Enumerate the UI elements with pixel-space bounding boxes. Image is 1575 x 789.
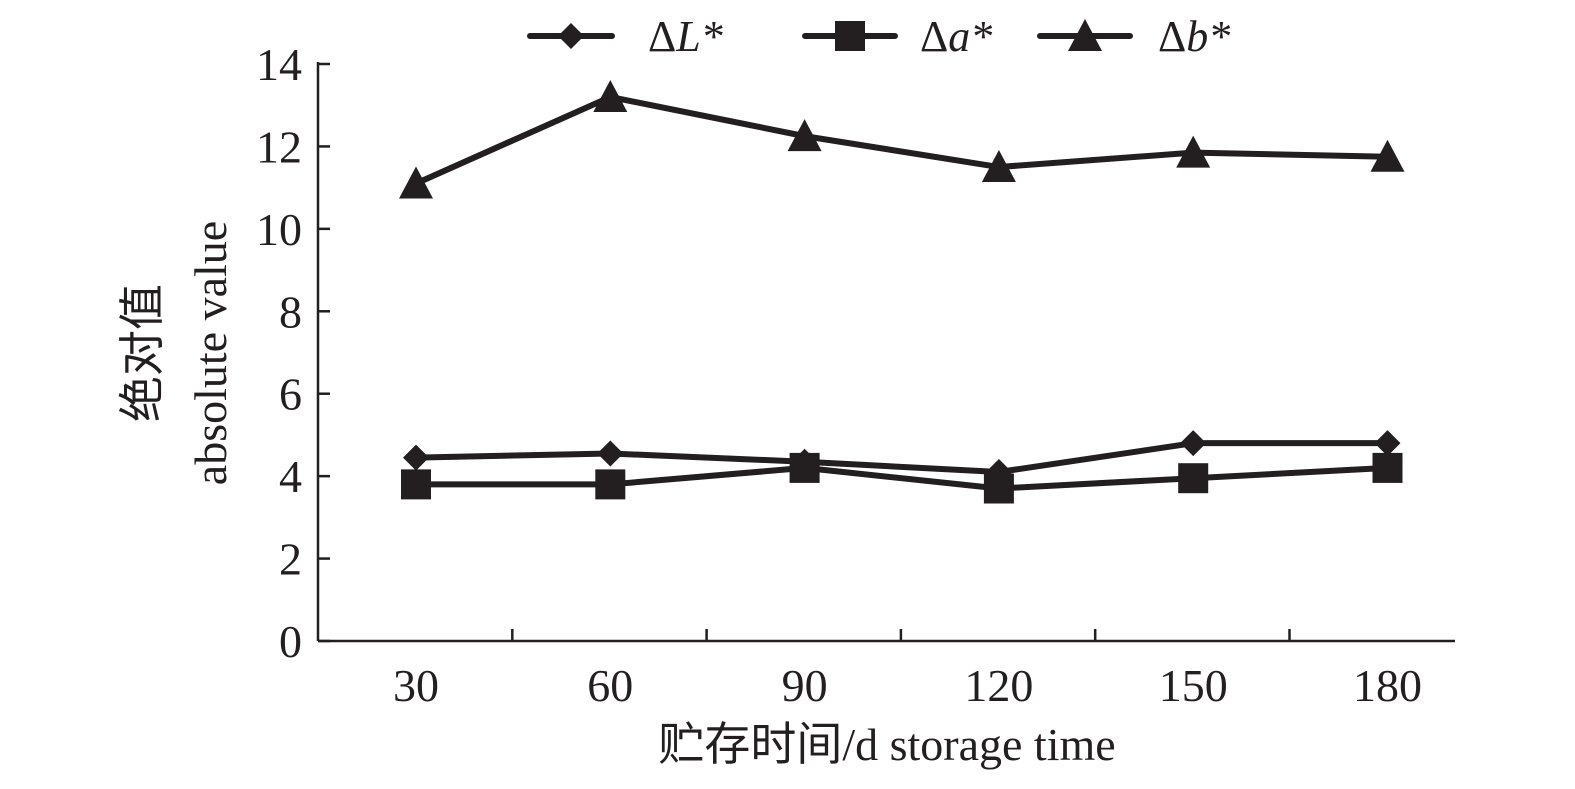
data-point-delta-l-star bbox=[1374, 430, 1401, 457]
legend-label-delta: Δ bbox=[1158, 12, 1186, 61]
series-delta-b-star bbox=[399, 79, 1405, 199]
x-tick-label: 180 bbox=[1353, 660, 1422, 711]
y-axis-title-en: absolute value bbox=[185, 221, 236, 485]
legend-marker bbox=[1068, 19, 1102, 51]
data-point-delta-l-star bbox=[403, 444, 429, 471]
tick-marks: 0 2 4 6 8 10 12 14 30 60 90 120 150 180 bbox=[256, 39, 1422, 711]
x-tick-label: 90 bbox=[782, 660, 828, 711]
y-tick-label: 12 bbox=[256, 121, 302, 172]
series-line-delta-a-star bbox=[413, 464, 1391, 492]
series-line-delta-b-star bbox=[413, 93, 1391, 187]
x-axis-title: 贮存时间/d storage time bbox=[658, 719, 1115, 770]
y-tick-label: 14 bbox=[256, 39, 302, 90]
data-point-delta-b-star bbox=[787, 119, 822, 152]
legend-item-delta-a-star: Δa* bbox=[802, 12, 992, 61]
y-tick-label: 6 bbox=[279, 369, 302, 420]
axes bbox=[316, 62, 1455, 643]
legend-marker bbox=[558, 23, 584, 49]
data-point-delta-b-star bbox=[399, 166, 433, 199]
data-point-delta-a-star bbox=[789, 452, 820, 483]
legend-label-variable: b* bbox=[1186, 12, 1230, 61]
legend-label-variable: L* bbox=[675, 12, 722, 61]
legend-item-delta-l-star: ΔL* bbox=[527, 12, 723, 61]
data-point-delta-a-star bbox=[401, 469, 431, 500]
series-line-delta-l-star bbox=[413, 440, 1391, 476]
y-tick-label: 0 bbox=[279, 616, 302, 667]
legend-marker bbox=[835, 21, 865, 51]
x-tick-label: 120 bbox=[964, 660, 1033, 711]
data-point-delta-l-star bbox=[597, 440, 624, 467]
legend-label: Δa* bbox=[920, 12, 992, 61]
x-tick-label: 150 bbox=[1159, 660, 1228, 711]
series bbox=[399, 79, 1405, 504]
legend-label-variable: a* bbox=[948, 12, 992, 61]
y-axis-title-cn: 绝对值 bbox=[117, 284, 168, 422]
y-tick-label: 10 bbox=[256, 204, 302, 255]
x-tick-label: 60 bbox=[587, 660, 633, 711]
data-point-delta-b-star bbox=[593, 79, 628, 112]
data-point-delta-b-star bbox=[981, 150, 1016, 183]
y-tick-label: 4 bbox=[279, 451, 302, 502]
legend-label: ΔL* bbox=[648, 12, 723, 61]
legend-label-delta: Δ bbox=[920, 12, 948, 61]
data-point-delta-b-star bbox=[1176, 135, 1211, 168]
data-point-delta-l-star bbox=[1180, 430, 1207, 457]
data-point-delta-a-star bbox=[595, 469, 626, 500]
legend-label-delta: Δ bbox=[648, 12, 676, 61]
data-point-delta-a-star bbox=[983, 473, 1014, 504]
legend-label: Δb* bbox=[1158, 12, 1230, 61]
data-point-delta-b-star bbox=[1370, 139, 1405, 172]
data-point-delta-a-star bbox=[1178, 463, 1209, 494]
legend-item-delta-b-star: Δb* bbox=[1037, 12, 1230, 61]
y-tick-label: 8 bbox=[279, 286, 302, 337]
data-point-delta-a-star bbox=[1372, 452, 1403, 483]
series-delta-a-star bbox=[401, 452, 1403, 504]
y-tick-label: 2 bbox=[279, 534, 302, 585]
legend: ΔL* Δa* Δb* bbox=[527, 12, 1230, 61]
x-tick-label: 30 bbox=[393, 660, 439, 711]
